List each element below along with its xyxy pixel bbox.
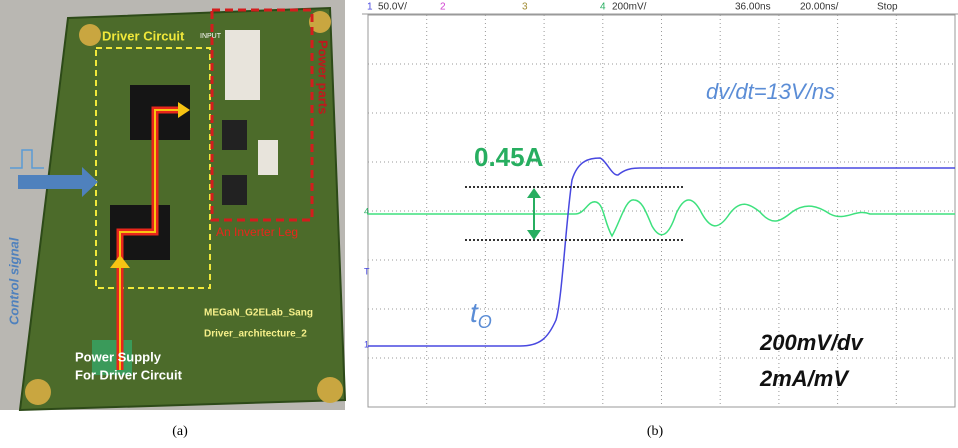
voltage-trace xyxy=(368,157,955,347)
control-label: Control signal xyxy=(6,237,21,325)
board-text: MEGaN_G2ELab_Sang xyxy=(204,308,313,319)
caption: (a) xyxy=(172,424,188,439)
scope-frame xyxy=(367,14,956,408)
arrow-head xyxy=(527,230,541,240)
screw xyxy=(309,11,331,33)
caption: (b) xyxy=(647,424,664,439)
signal-path-inner xyxy=(119,109,180,370)
supply-label: For Driver Circuit xyxy=(75,367,183,382)
time-subscript: O xyxy=(478,312,492,332)
channel-marker: 1 xyxy=(364,339,369,349)
screw xyxy=(25,379,51,405)
header-text: 20.00ns/ xyxy=(800,2,839,13)
scale-label: 2mA/mV xyxy=(759,366,850,391)
header-text: 1 xyxy=(367,2,373,13)
driver-label: Driver Circuit xyxy=(102,28,185,43)
header-text: 36.00ns xyxy=(735,2,771,13)
scale-label: 200mV/dv xyxy=(759,330,864,355)
screw xyxy=(79,24,101,46)
scope-header: 1 50.0V/2 3 4 200mV/36.00ns 20.00ns/Stop xyxy=(367,2,898,13)
control-arrow xyxy=(18,167,98,197)
current-trace xyxy=(368,199,955,238)
connector xyxy=(92,340,132,375)
current-label: 0.45A xyxy=(474,142,544,172)
header-text: 50.0V/ xyxy=(378,2,407,13)
header-text: 3 xyxy=(522,2,528,13)
arrow-head xyxy=(178,102,190,118)
arrow-head xyxy=(110,255,130,268)
header-text: 2 xyxy=(440,2,446,13)
power-label: Power parts xyxy=(316,40,331,114)
screw xyxy=(317,377,343,403)
input-label: INPUT xyxy=(200,33,222,40)
arrow-head xyxy=(527,188,541,198)
slope-label: dv/dt=13V/ns xyxy=(706,79,835,104)
transistor xyxy=(222,120,247,150)
scope-background xyxy=(362,0,958,410)
time-symbol: t xyxy=(470,297,479,328)
trigger-marker: T xyxy=(364,266,370,276)
connector xyxy=(258,140,278,175)
board-text: Driver_architecture_2 xyxy=(204,329,307,340)
header-text: 4 xyxy=(600,2,606,13)
pulse-icon xyxy=(10,149,44,169)
time-label: tO xyxy=(470,297,492,331)
power-box xyxy=(210,8,314,222)
transistor xyxy=(222,175,247,205)
channel-marker: 4 xyxy=(364,206,369,216)
pcb-board xyxy=(18,6,347,412)
header-text: 200mV/ xyxy=(612,2,647,13)
supply-label: Power Supply xyxy=(75,349,162,364)
header-text: Stop xyxy=(877,2,898,13)
driver-box xyxy=(95,47,211,289)
connector xyxy=(225,30,260,100)
inverter-label: An Inverter Leg xyxy=(216,225,298,239)
